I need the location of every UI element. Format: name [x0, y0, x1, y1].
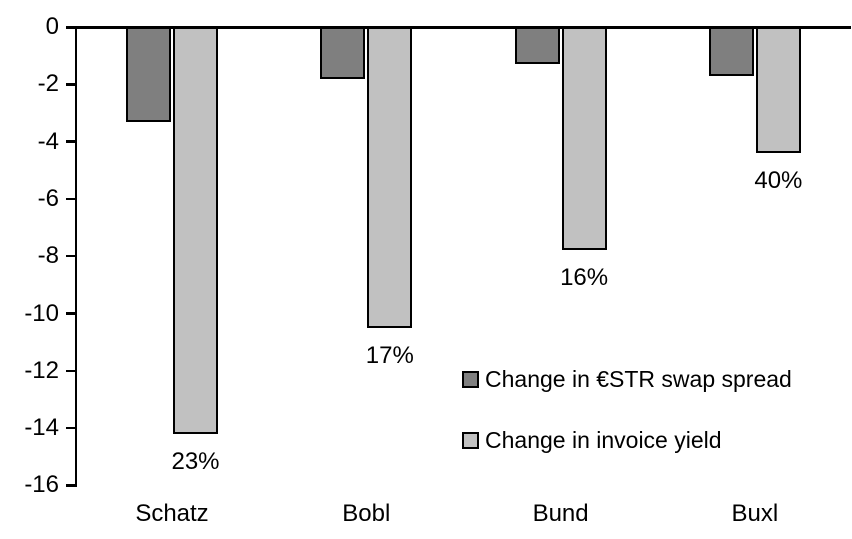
y-tick-label: 0 — [45, 13, 59, 40]
chart-legend: Change in €STR swap spread Change in inv… — [462, 366, 822, 488]
y-axis-tick — [66, 25, 77, 29]
y-tick-label: -2 — [37, 70, 59, 98]
x-category-label-bobl: Bobl — [342, 500, 391, 527]
legend-label: Change in €STR swap spread — [485, 366, 792, 392]
y-axis-tick — [66, 140, 77, 143]
legend-item-invoice-yield: Change in invoice yield — [462, 427, 822, 453]
y-axis-tick — [66, 197, 77, 201]
y-tick-label: -16 — [24, 471, 59, 499]
bar-schatz-series-1 — [173, 27, 218, 434]
bar-data-label: 23% — [171, 447, 220, 475]
x-category-label-bund: Bund — [532, 500, 589, 527]
bar-data-label: 16% — [560, 264, 609, 292]
y-axis-tick — [66, 369, 77, 373]
y-tick-label: -8 — [37, 242, 59, 270]
y-tick-label: -6 — [37, 184, 59, 212]
y-axis-tick — [66, 254, 77, 258]
x-category-label-schatz: Schatz — [135, 500, 209, 527]
bar-bobl-series-0 — [320, 27, 366, 79]
x-axis-zero-line — [66, 25, 851, 29]
bar-buxl-series-0 — [708, 27, 754, 76]
y-tick-label: -14 — [24, 414, 59, 442]
y-tick-label: -10 — [24, 299, 59, 327]
bar-bund-series-0 — [514, 27, 560, 65]
y-axis-tick — [66, 484, 77, 487]
legend-item-swap-spread: Change in €STR swap spread — [462, 366, 822, 392]
y-axis-tick — [66, 312, 77, 315]
y-axis-tick — [66, 83, 77, 86]
bar-schatz-series-0 — [126, 27, 171, 122]
legend-label: Change in invoice yield — [485, 427, 722, 453]
y-axis-tick — [66, 426, 77, 430]
legend-swatch-light — [462, 431, 479, 449]
x-category-label-buxl: Buxl — [731, 500, 779, 527]
y-tick-label: -12 — [24, 356, 59, 384]
bar-data-label: 17% — [365, 341, 414, 369]
y-tick-label: -4 — [37, 127, 59, 155]
bar-data-label: 40% — [754, 167, 803, 195]
legend-swatch-dark — [462, 370, 479, 388]
bar-buxl-series-1 — [755, 27, 801, 154]
bar-bund-series-1 — [561, 27, 607, 251]
bar-bobl-series-1 — [367, 27, 413, 328]
